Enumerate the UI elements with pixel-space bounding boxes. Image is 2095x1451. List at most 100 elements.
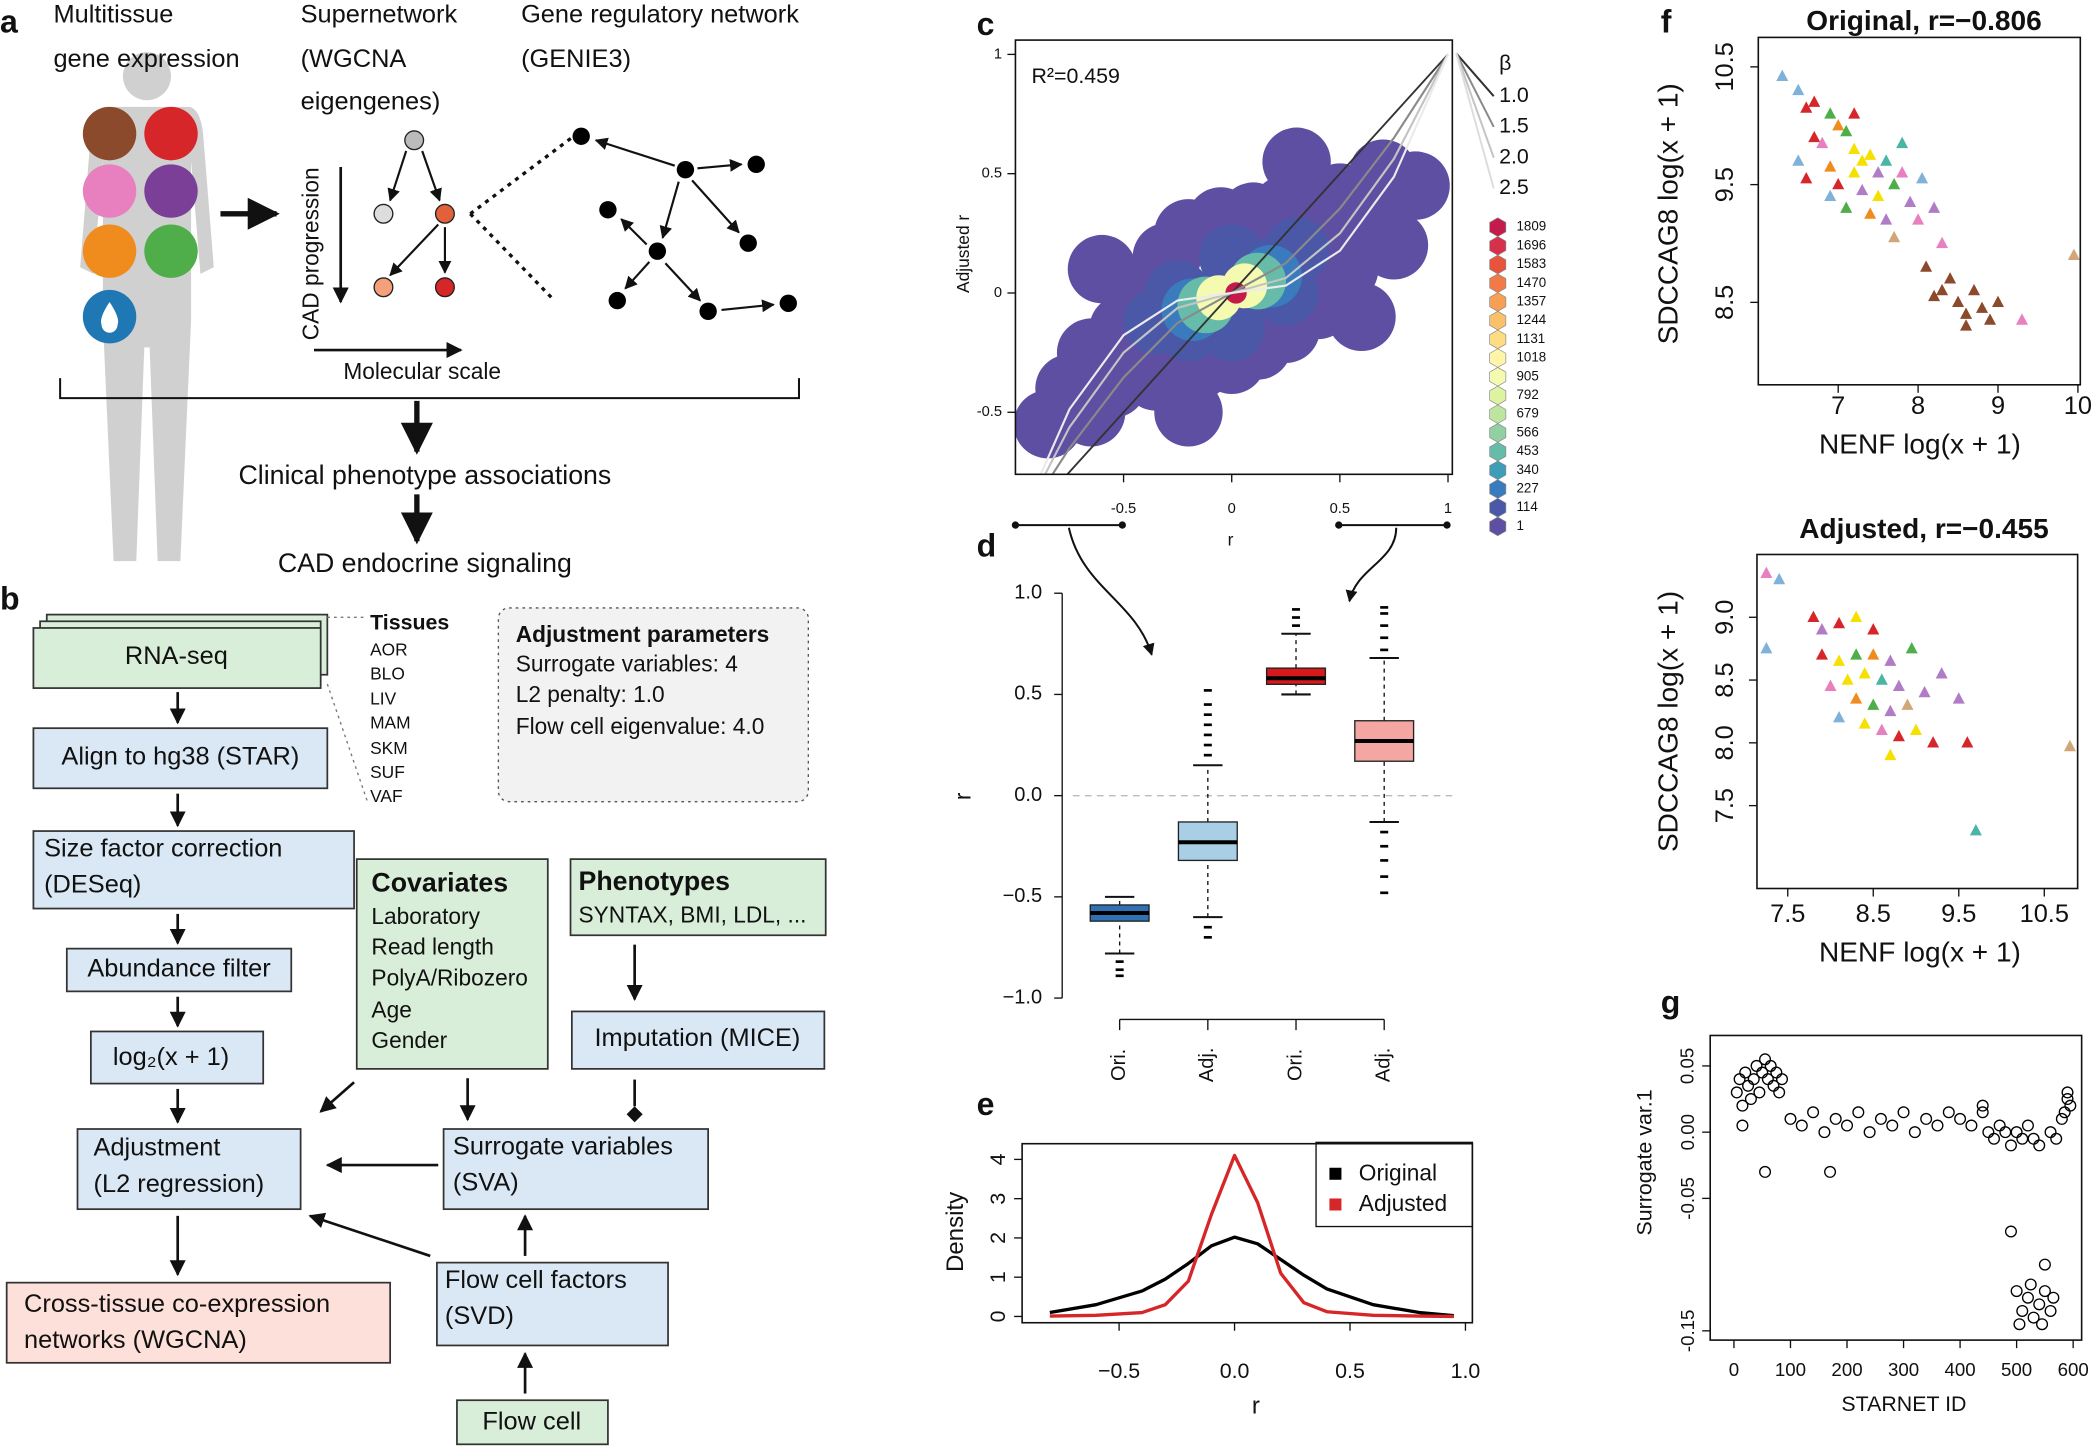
point — [2016, 1304, 2029, 1317]
legend-label: Adjusted — [1359, 1190, 1447, 1216]
x-tick-label: 9 — [1991, 392, 2005, 420]
point — [1795, 1119, 1808, 1132]
colorbar-label: 1809 — [1516, 219, 1546, 234]
point — [1884, 654, 1897, 666]
list-item: MAM — [370, 713, 411, 733]
box — [1265, 667, 1327, 685]
point — [1888, 230, 1901, 243]
plot-frame — [1709, 1034, 2083, 1341]
plot-frame — [1756, 553, 2079, 890]
colorbar-label: 792 — [1516, 387, 1538, 402]
point — [1841, 673, 1854, 685]
panel-b: b RNA-seq Tissues AOR BLO LIV MAM SKM SU… — [0, 581, 827, 1446]
y-tick-label: 9.0 — [1711, 600, 1739, 635]
y-tick-label: -0.05 — [1677, 1177, 1698, 1220]
node — [373, 277, 394, 298]
tissue-icon — [144, 224, 198, 278]
point — [1920, 260, 1933, 272]
colorbar-label: 453 — [1516, 443, 1538, 458]
point — [2033, 1139, 2046, 1152]
point — [1969, 824, 1982, 836]
point — [1864, 148, 1877, 160]
point — [1824, 160, 1837, 172]
point — [1935, 667, 1948, 679]
y-tick-label: -0.5 — [977, 404, 1002, 420]
colorbar-label: 905 — [1516, 368, 1538, 383]
colorbar-swatch — [1489, 348, 1507, 368]
plot-area — [1760, 566, 2076, 836]
drop-icon — [101, 301, 119, 333]
point — [1982, 1126, 1995, 1139]
legend-line — [1455, 53, 1495, 189]
nodes — [572, 127, 797, 320]
y-axis-label: SDCCAG8 log(x + 1) — [1653, 83, 1684, 344]
colorbar-swatch — [1489, 423, 1507, 443]
point — [1884, 748, 1897, 761]
point — [1770, 1066, 1783, 1079]
y-tick-label: 0 — [994, 285, 1002, 301]
y-tick-label: 0.5 — [1014, 683, 1042, 705]
box — [569, 858, 827, 937]
point — [1800, 101, 1813, 113]
point — [1942, 1106, 1955, 1119]
link-brackets — [1011, 521, 1451, 656]
panel-label: a — [0, 4, 19, 40]
box-text: SYNTAX, BMI, LDL, ... — [579, 902, 807, 928]
point — [1824, 107, 1837, 119]
node — [373, 203, 394, 224]
x-tick-label: 300 — [1888, 1359, 1919, 1380]
colorbar-swatch — [1489, 516, 1507, 537]
axis-label: CAD progression — [298, 167, 324, 340]
point — [2055, 1112, 2068, 1125]
legend-line — [1455, 52, 1495, 128]
y-axis-label: Adjusted r — [953, 215, 973, 293]
legend-swatch — [1329, 1167, 1342, 1180]
zoom-line — [469, 132, 579, 216]
point — [2010, 1285, 2023, 1298]
box — [456, 1399, 609, 1446]
point — [1944, 272, 1957, 284]
y-tick-label: -0.15 — [1677, 1310, 1698, 1353]
point — [1775, 1073, 1789, 1086]
y-axis-label: Surrogate var.1 — [1633, 1089, 1657, 1235]
box — [436, 1261, 669, 1347]
colorbar-label: 114 — [1516, 499, 1538, 514]
point — [1824, 189, 1837, 202]
box — [32, 727, 329, 790]
point — [1848, 142, 1861, 154]
legend-line — [1455, 52, 1495, 97]
point — [1760, 641, 1773, 654]
point — [1742, 1079, 1755, 1092]
colorbar-swatch — [1489, 236, 1507, 256]
axis-label: Molecular scale — [343, 358, 501, 384]
hexbin — [1067, 234, 1137, 304]
point — [1901, 698, 1914, 710]
chart-title: Adjusted, r=−0.455 — [1799, 513, 2048, 544]
colorbar-swatch — [1489, 292, 1507, 312]
plot-frame — [1014, 39, 1454, 476]
x-tick-label: 0.5 — [1335, 1359, 1365, 1383]
title-line: (WGCNA — [301, 45, 407, 73]
x-tick-label: 10.5 — [2020, 900, 2069, 928]
point — [1792, 83, 1805, 96]
x-tick-label: -0.5 — [1111, 501, 1136, 517]
list-item: SKM — [370, 738, 408, 758]
point — [1832, 177, 1845, 190]
list-item: SUF — [370, 762, 405, 782]
point — [1815, 648, 1828, 660]
y-tick-label: 3 — [986, 1193, 1010, 1205]
list-item: AOR — [370, 639, 408, 659]
box — [5, 1281, 392, 1364]
point — [1892, 679, 1905, 692]
list-item: Age — [371, 996, 411, 1022]
point — [1833, 654, 1846, 666]
x-tick-label: 400 — [1944, 1359, 1975, 1380]
box-text: (SVA) — [453, 1168, 519, 1196]
colorbar-swatch — [1489, 310, 1507, 331]
colorbar-label: 1 — [1516, 518, 1523, 533]
box-text: Adjustment — [94, 1134, 221, 1162]
y-tick-label: 1.0 — [1014, 582, 1042, 604]
point — [2047, 1291, 2060, 1304]
colorbar-swatch — [1489, 367, 1507, 387]
y-tick-label: 0.5 — [982, 166, 1002, 182]
